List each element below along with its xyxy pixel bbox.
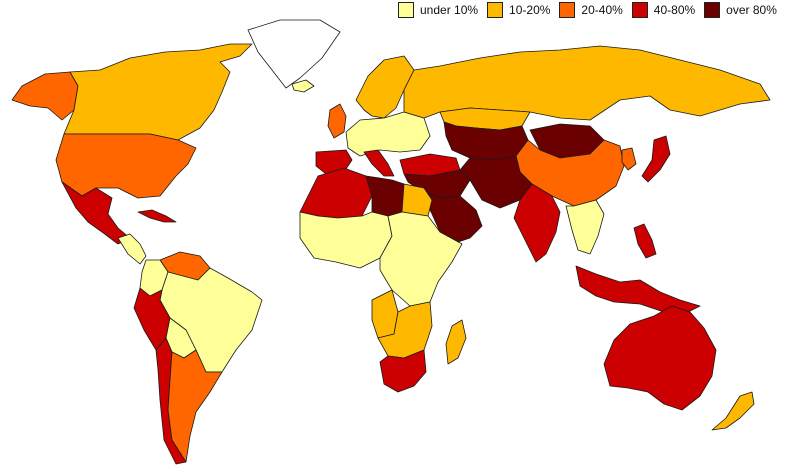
legend-item-20-40: 20-40% xyxy=(559,2,623,18)
legend-label: over 80% xyxy=(726,3,777,17)
region-india xyxy=(513,183,561,263)
legend-swatch xyxy=(559,2,576,18)
region-caribbean xyxy=(137,209,177,223)
map-legend: under 10% 10-20% 20-40% 40-80% over 80% xyxy=(398,2,786,18)
legend-label: under 10% xyxy=(420,3,479,17)
legend-swatch xyxy=(704,2,721,18)
region-alaska xyxy=(11,71,79,121)
legend-swatch xyxy=(487,2,504,18)
region-canada xyxy=(63,43,253,141)
region-madagascar xyxy=(445,319,467,365)
legend-swatch xyxy=(398,2,414,18)
region-greenland xyxy=(247,19,341,89)
region-southeast-asia xyxy=(565,199,605,255)
region-italy xyxy=(363,149,395,177)
region-south-africa xyxy=(379,349,427,393)
legend-item-under-10: under 10% xyxy=(398,2,478,18)
region-philippines xyxy=(633,223,657,259)
legend-item-over-80: over 80% xyxy=(704,2,777,18)
region-iceland xyxy=(291,79,315,93)
region-central-america xyxy=(117,233,147,265)
region-arabia xyxy=(419,189,483,245)
legend-label: 10-20% xyxy=(509,3,551,17)
legend-label: 40-80% xyxy=(653,3,696,17)
region-egypt xyxy=(401,183,433,217)
region-angola xyxy=(371,289,399,339)
region-indonesia xyxy=(575,265,701,313)
legend-label: 20-40% xyxy=(581,3,623,17)
region-libya xyxy=(365,175,405,217)
region-mexico xyxy=(61,181,131,245)
region-australia xyxy=(603,305,717,411)
region-argentina xyxy=(167,349,223,463)
region-korea xyxy=(621,147,637,171)
region-russia xyxy=(403,45,771,121)
region-usa xyxy=(55,133,197,199)
region-north-africa-west xyxy=(299,167,373,219)
region-japan xyxy=(641,135,671,183)
legend-item-40-80: 40-80% xyxy=(631,2,696,18)
legend-item-10-20: 10-20% xyxy=(487,2,550,18)
legend-swatch xyxy=(631,2,648,18)
region-new-zealand xyxy=(711,391,755,431)
region-western-europe xyxy=(345,111,431,157)
region-west-africa xyxy=(299,211,393,269)
region-uk xyxy=(327,103,347,139)
